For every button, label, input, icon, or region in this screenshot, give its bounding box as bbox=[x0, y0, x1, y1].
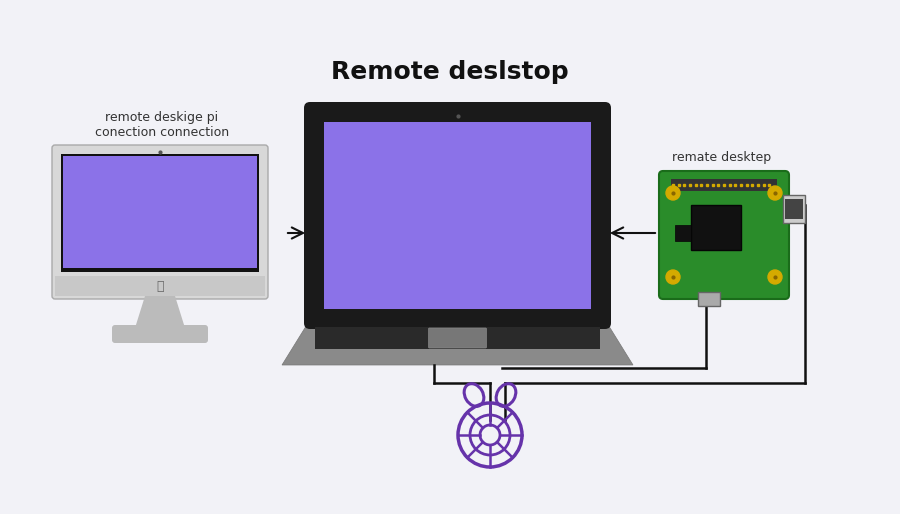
Circle shape bbox=[666, 270, 680, 284]
Polygon shape bbox=[135, 296, 185, 328]
FancyBboxPatch shape bbox=[304, 102, 611, 329]
Text: Remote deslstop: Remote deslstop bbox=[331, 60, 569, 84]
Bar bbox=[671, 179, 777, 191]
Bar bbox=[61, 154, 259, 272]
Text: remote deskige pi
conection connection: remote deskige pi conection connection bbox=[94, 111, 230, 139]
Circle shape bbox=[768, 270, 782, 284]
Bar bbox=[783, 195, 805, 223]
Bar bbox=[785, 199, 803, 219]
Text: remate desktep: remate desktep bbox=[672, 152, 771, 164]
Polygon shape bbox=[282, 323, 633, 365]
Bar bbox=[698, 292, 720, 306]
Bar bbox=[324, 122, 591, 309]
Text: :  bbox=[157, 280, 164, 292]
Bar bbox=[55, 276, 265, 296]
Bar bbox=[675, 225, 691, 241]
Circle shape bbox=[666, 186, 680, 200]
Bar bbox=[315, 327, 600, 349]
Bar bbox=[691, 205, 741, 250]
FancyBboxPatch shape bbox=[659, 171, 789, 299]
Circle shape bbox=[768, 186, 782, 200]
FancyBboxPatch shape bbox=[112, 325, 208, 343]
FancyBboxPatch shape bbox=[428, 328, 487, 348]
FancyBboxPatch shape bbox=[52, 145, 268, 299]
Bar bbox=[63, 156, 257, 268]
